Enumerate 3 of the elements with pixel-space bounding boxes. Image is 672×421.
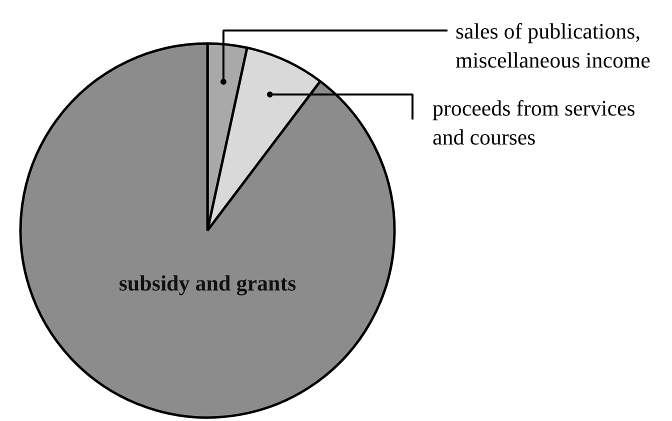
slice-label: sales of publications, miscellaneous income <box>456 18 650 72</box>
slice-label: subsidy and grants <box>118 270 297 296</box>
slice-label: proceeds from services and courses <box>432 96 636 150</box>
